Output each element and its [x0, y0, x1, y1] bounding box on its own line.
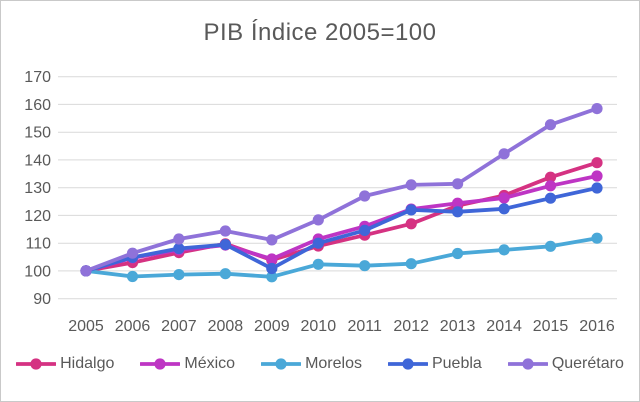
data-point-queretaro-2008 — [219, 225, 231, 237]
x-tick-label-2016: 2016 — [579, 318, 615, 335]
series-line-hidalgo — [84, 160, 599, 273]
data-point-queretaro-2015 — [544, 119, 557, 131]
data-point-morelos-2014 — [498, 244, 510, 256]
y-tick-label-120: 120 — [24, 208, 51, 225]
data-point-puebla-2009 — [266, 262, 278, 275]
data-point-mexico-2016 — [591, 170, 603, 182]
x-tick-label-2007: 2007 — [161, 318, 197, 335]
legend-label-hidalgo: Hidalgo — [60, 355, 115, 372]
data-point-morelos-2009 — [266, 271, 278, 283]
y-tick-label-150: 150 — [24, 125, 51, 142]
legend-label-queretaro: Querétaro — [551, 355, 624, 372]
series-line-morelos — [84, 236, 599, 279]
data-point-puebla-2015 — [544, 192, 557, 204]
x-tick-label-2011: 2011 — [347, 318, 382, 335]
data-point-puebla-2013 — [452, 206, 464, 218]
x-tick-label-2008: 2008 — [208, 318, 244, 335]
data-point-queretaro-2011 — [359, 190, 371, 202]
data-point-morelos-2013 — [452, 247, 464, 260]
y-tick-label-100: 100 — [24, 263, 51, 280]
data-point-puebla-2011 — [359, 224, 371, 236]
y-tick-label-140: 140 — [24, 152, 51, 169]
legend-marker-morelos-icon — [261, 358, 302, 370]
data-point-puebla-2008 — [219, 239, 231, 251]
data-point-morelos-2010 — [312, 258, 324, 270]
data-point-mexico-2013 — [452, 197, 464, 209]
data-point-queretaro-2016 — [591, 103, 603, 115]
data-point-queretaro-2006 — [126, 247, 139, 259]
x-tick-label-2012: 2012 — [393, 318, 429, 335]
data-point-puebla-2012 — [405, 204, 417, 216]
data-point-hidalgo-2012 — [405, 218, 417, 230]
data-point-morelos-2007 — [173, 269, 185, 281]
legend-item-hidalgo[interactable]: Hidalgo — [16, 355, 114, 373]
x-tick-label-2015: 2015 — [533, 318, 569, 335]
legend-item-puebla[interactable]: Puebla — [387, 355, 482, 373]
data-point-morelos-2016 — [591, 232, 603, 244]
data-point-queretaro-2013 — [452, 178, 464, 190]
x-tick-label-2010: 2010 — [301, 318, 337, 335]
data-point-queretaro-2005 — [80, 265, 92, 277]
data-point-hidalgo-2016 — [591, 157, 603, 169]
legend-item-mexico[interactable]: México — [140, 355, 235, 373]
data-point-queretaro-2012 — [405, 179, 417, 191]
data-point-queretaro-2009 — [266, 234, 278, 246]
legend-label-puebla: Puebla — [431, 355, 482, 372]
data-point-mexico-2014 — [498, 192, 510, 204]
data-point-puebla-2010 — [312, 237, 324, 249]
y-tick-label-130: 130 — [24, 180, 51, 197]
data-point-queretaro-2007 — [173, 233, 185, 245]
data-point-morelos-2008 — [219, 268, 231, 280]
y-tick-label-110: 110 — [25, 236, 51, 253]
data-point-morelos-2006 — [126, 270, 139, 283]
x-tick-label-2013: 2013 — [440, 318, 476, 335]
legend-marker-hidalgo-icon — [16, 358, 57, 370]
data-point-puebla-2016 — [591, 182, 603, 194]
legend-label-mexico: México — [184, 355, 236, 372]
legend-marker-puebla-icon — [387, 358, 428, 370]
x-tick-label-2009: 2009 — [254, 318, 290, 335]
series-line-queretaro — [84, 106, 599, 273]
y-tick-label-160: 160 — [24, 97, 51, 114]
data-point-queretaro-2010 — [312, 214, 324, 226]
chart-title: PIB Índice 2005=100 — [203, 19, 437, 46]
x-tick-label-2006: 2006 — [115, 318, 151, 335]
legend-marker-queretaro-icon — [507, 358, 548, 370]
data-point-morelos-2015 — [544, 240, 557, 252]
data-point-mexico-2009 — [266, 253, 278, 265]
y-tick-label-90: 90 — [33, 291, 51, 308]
data-point-puebla-2007 — [173, 242, 185, 255]
legend-item-queretaro[interactable]: Querétaro — [507, 355, 624, 373]
legend-label-morelos: Morelos — [305, 355, 362, 372]
data-point-morelos-2011 — [359, 260, 371, 272]
legend-marker-mexico-icon — [140, 358, 181, 370]
data-point-hidalgo-2015 — [544, 171, 557, 183]
x-tick-label-2005: 2005 — [68, 318, 104, 335]
x-tick-label-2014: 2014 — [486, 318, 522, 335]
data-point-puebla-2014 — [498, 203, 510, 215]
data-point-queretaro-2014 — [498, 148, 510, 160]
chart-legend: Hidalgo México Morelos Puebla Querétaro — [1, 355, 639, 373]
y-tick-label-170: 170 — [24, 69, 51, 86]
legend-item-morelos[interactable]: Morelos — [261, 355, 362, 373]
data-point-morelos-2012 — [405, 258, 417, 270]
data-point-mexico-2015 — [544, 180, 557, 192]
series-line-puebla — [84, 186, 599, 273]
